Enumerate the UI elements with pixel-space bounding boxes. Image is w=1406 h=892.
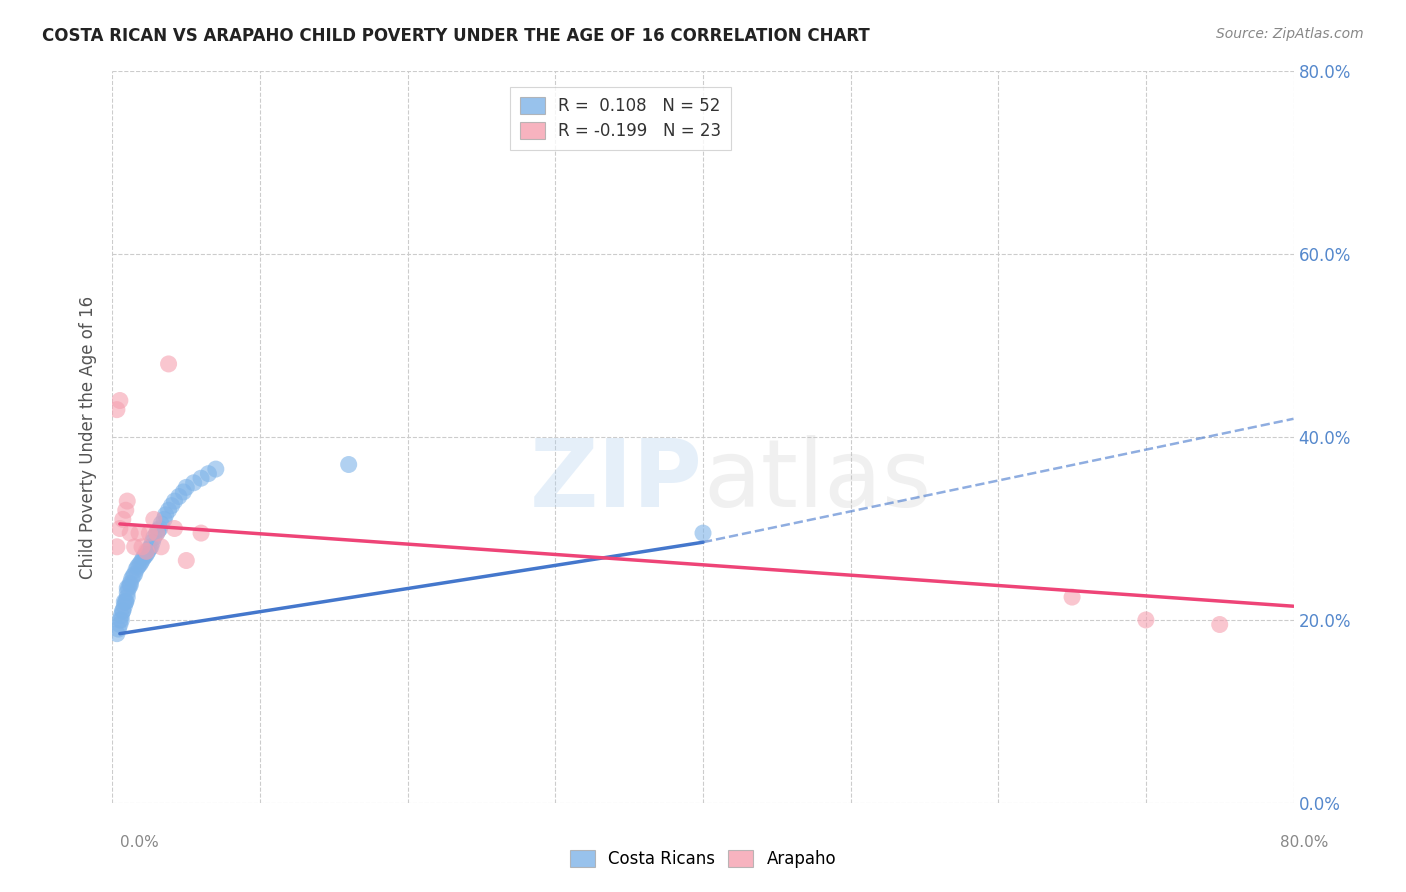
Point <box>138 541 160 556</box>
Point <box>146 526 169 541</box>
Point <box>111 512 134 526</box>
Point <box>135 544 157 558</box>
Point <box>142 531 165 545</box>
Text: COSTA RICAN VS ARAPAHO CHILD POVERTY UNDER THE AGE OF 16 CORRELATION CHART: COSTA RICAN VS ARAPAHO CHILD POVERTY UND… <box>42 27 870 45</box>
Point <box>121 572 143 586</box>
Point <box>132 550 155 565</box>
Point <box>135 547 157 561</box>
Point <box>172 485 194 500</box>
Point <box>337 458 360 472</box>
Point <box>124 567 146 582</box>
Text: 80.0%: 80.0% <box>1281 836 1329 850</box>
Point <box>111 604 134 618</box>
Point <box>190 471 212 485</box>
Point <box>148 524 170 538</box>
Point <box>163 521 186 535</box>
Point <box>131 553 153 567</box>
Point <box>174 480 197 494</box>
Point <box>105 626 128 640</box>
Point <box>167 490 190 504</box>
Point <box>128 526 150 541</box>
Point <box>190 526 212 541</box>
Point <box>108 613 131 627</box>
Point <box>1135 613 1157 627</box>
Point <box>1208 617 1232 632</box>
Y-axis label: Child Poverty Under the Age of 16: Child Poverty Under the Age of 16 <box>79 295 97 579</box>
Point <box>205 462 228 476</box>
Point <box>108 617 131 632</box>
Point <box>142 512 165 526</box>
Point <box>157 503 180 517</box>
Point <box>150 540 173 554</box>
Point <box>134 549 156 563</box>
Point <box>131 540 153 554</box>
Point <box>174 553 197 567</box>
Point <box>141 535 163 549</box>
Legend: R =  0.108   N = 52, R = -0.199   N = 23: R = 0.108 N = 52, R = -0.199 N = 23 <box>509 87 731 150</box>
Point <box>120 576 142 591</box>
Point <box>114 594 136 608</box>
Legend: Costa Ricans, Arapaho: Costa Ricans, Arapaho <box>562 843 844 875</box>
Point <box>129 556 152 570</box>
Point <box>153 512 176 526</box>
Point <box>124 540 146 554</box>
Point <box>117 494 138 508</box>
Point <box>692 526 714 541</box>
Point <box>155 508 177 522</box>
Point <box>118 581 141 595</box>
Point <box>160 499 183 513</box>
Point <box>1062 590 1084 604</box>
Point <box>146 526 169 541</box>
Point <box>139 540 162 554</box>
Point <box>149 521 172 535</box>
Point <box>138 526 160 541</box>
Point <box>110 613 132 627</box>
Point <box>117 590 138 604</box>
Text: ZIP: ZIP <box>530 435 703 527</box>
Point <box>125 563 148 577</box>
Point <box>128 558 150 573</box>
Point <box>157 357 180 371</box>
Point <box>163 494 186 508</box>
Point <box>111 604 134 618</box>
Point <box>105 540 128 554</box>
Point <box>110 608 132 623</box>
Point <box>117 585 138 599</box>
Point <box>105 402 128 417</box>
Point <box>112 599 135 614</box>
Point <box>197 467 219 481</box>
Point <box>114 594 136 608</box>
Point <box>120 578 142 592</box>
Text: 0.0%: 0.0% <box>120 836 159 850</box>
Point <box>107 622 129 636</box>
Text: atlas: atlas <box>703 435 931 527</box>
Point <box>108 521 131 535</box>
Point <box>136 544 159 558</box>
Point <box>112 594 135 608</box>
Point <box>108 393 131 408</box>
Point <box>122 569 145 583</box>
Point <box>183 475 205 490</box>
Point <box>127 560 149 574</box>
Point <box>117 581 138 595</box>
Text: Source: ZipAtlas.com: Source: ZipAtlas.com <box>1216 27 1364 41</box>
Point <box>150 516 173 531</box>
Point <box>120 526 142 541</box>
Point <box>114 503 136 517</box>
